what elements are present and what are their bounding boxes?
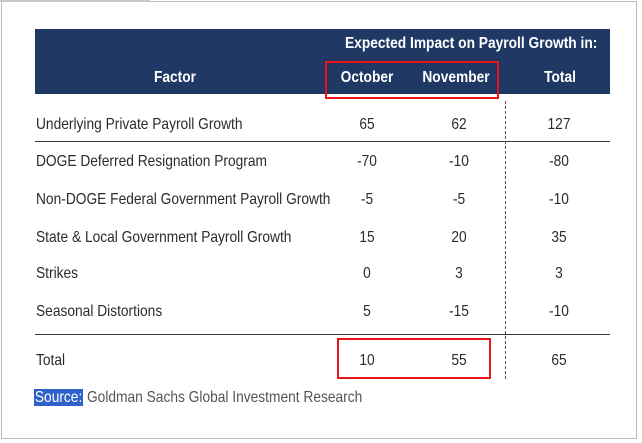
column-header-october: October [340, 69, 394, 86]
cell-october: 0 [363, 265, 371, 282]
highlight-box-month-headers [325, 61, 499, 99]
cell-total: 3 [555, 265, 563, 282]
row-label-total: Total [36, 352, 66, 369]
row-label-state-local: State & Local Government Payroll Growth [36, 229, 292, 246]
highlight-box-month-totals [337, 338, 491, 379]
cell-total: -10 [549, 303, 569, 320]
source-text: Goldman Sachs Global Investment Research [83, 389, 363, 406]
table-header: Expected Impact on Payroll Growth in: Fa… [35, 29, 610, 94]
row-divider [35, 141, 610, 142]
cell-november: 20 [451, 229, 467, 246]
cell-total: -10 [549, 191, 569, 208]
cell-october: -5 [360, 191, 374, 208]
header-group-title: Expected Impact on Payroll Growth in: [345, 35, 598, 52]
source-label: Source: [34, 389, 84, 406]
column-header-november: November [422, 69, 490, 86]
cell-october-total: 10 [359, 352, 375, 369]
row-label-underlying-private: Underlying Private Payroll Growth [36, 116, 243, 133]
cell-october: -70 [357, 153, 377, 170]
cell-november: -10 [449, 153, 469, 170]
figure-frame [1, 1, 637, 439]
cell-november: 3 [455, 265, 463, 282]
total-divider [35, 334, 610, 335]
cell-november: -5 [452, 191, 466, 208]
row-label-doge-deferred: DOGE Deferred Resignation Program [36, 153, 267, 170]
cell-total: 127 [547, 116, 571, 133]
cell-total: -80 [549, 153, 569, 170]
source-note: Source: Goldman Sachs Global Investment … [34, 389, 362, 407]
cell-november: 62 [451, 116, 467, 133]
cell-november-total: 55 [451, 352, 467, 369]
row-label-non-doge-federal: Non-DOGE Federal Government Payroll Grow… [36, 191, 331, 208]
cell-total: 35 [551, 229, 567, 246]
cell-october: 15 [359, 229, 375, 246]
total-column-separator [505, 101, 506, 379]
top-stripe [0, 0, 150, 2]
cell-grand-total: 65 [551, 352, 567, 369]
row-label-strikes: Strikes [36, 265, 79, 282]
cell-november: -15 [449, 303, 469, 320]
cell-october: 5 [363, 303, 371, 320]
column-header-total: Total [544, 69, 576, 86]
column-header-factor: Factor [153, 69, 197, 86]
cell-october: 65 [359, 116, 375, 133]
row-label-seasonal: Seasonal Distortions [36, 303, 163, 320]
